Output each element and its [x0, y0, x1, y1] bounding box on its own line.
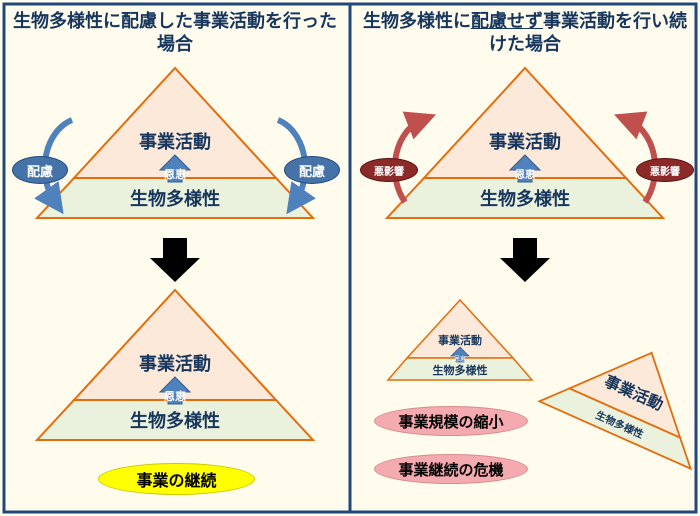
right-tilted-pyramid: 事業活動 生物多様性 — [539, 319, 700, 469]
right-side-label-right: 悪影響 — [636, 158, 694, 182]
svg-text:恩恵: 恩恵 — [515, 168, 535, 181]
left-side-label-left: 配慮 — [12, 156, 68, 184]
diagram-root: { "canvas":{"width":700,"height":516,"ba… — [0, 0, 700, 516]
upper-label: 事業活動 — [438, 333, 482, 347]
right-down-arrow-icon — [500, 238, 550, 282]
lower-label: 生物多様性 — [480, 188, 570, 209]
right-outcome-badge-2: 事業継続の危機 — [374, 454, 528, 484]
svg-text:恩恵: 恩恵 — [454, 355, 466, 363]
upper-label: 事業活動 — [489, 131, 561, 152]
right-side-label-left: 悪影響 — [360, 158, 418, 182]
svg-text:恩恵: 恩恵 — [164, 389, 186, 403]
lower-label: 生物多様性 — [433, 363, 488, 377]
left-down-arrow-icon — [150, 238, 200, 282]
upper-label: 事業活動 — [139, 131, 211, 152]
lower-label: 生物多様性 — [130, 188, 220, 209]
left-bottom-pyramid: 事業活動 生物多様性 恩恵 — [37, 290, 313, 440]
left-outcome-badge: 事業の継続 — [98, 463, 255, 495]
right-outcome-badge-1: 事業規模の縮小 — [374, 406, 528, 436]
diagram-svg: 事業活動 生物多様性 恩恵 事業活動 生物多様性 恩恵 事業活動 生物多様性 恩… — [0, 0, 700, 516]
right-top-pyramid: 事業活動 生物多様性 恩恵 — [387, 68, 663, 218]
left-top-pyramid: 事業活動 生物多様性 恩恵 — [37, 68, 313, 218]
right-small-pyramid: 事業活動 生物多様性 恩恵 — [388, 300, 532, 380]
svg-text:恩恵: 恩恵 — [164, 167, 186, 181]
left-side-label-right: 配慮 — [284, 156, 340, 184]
lower-label: 生物多様性 — [130, 410, 220, 431]
upper-label: 事業活動 — [139, 353, 211, 374]
